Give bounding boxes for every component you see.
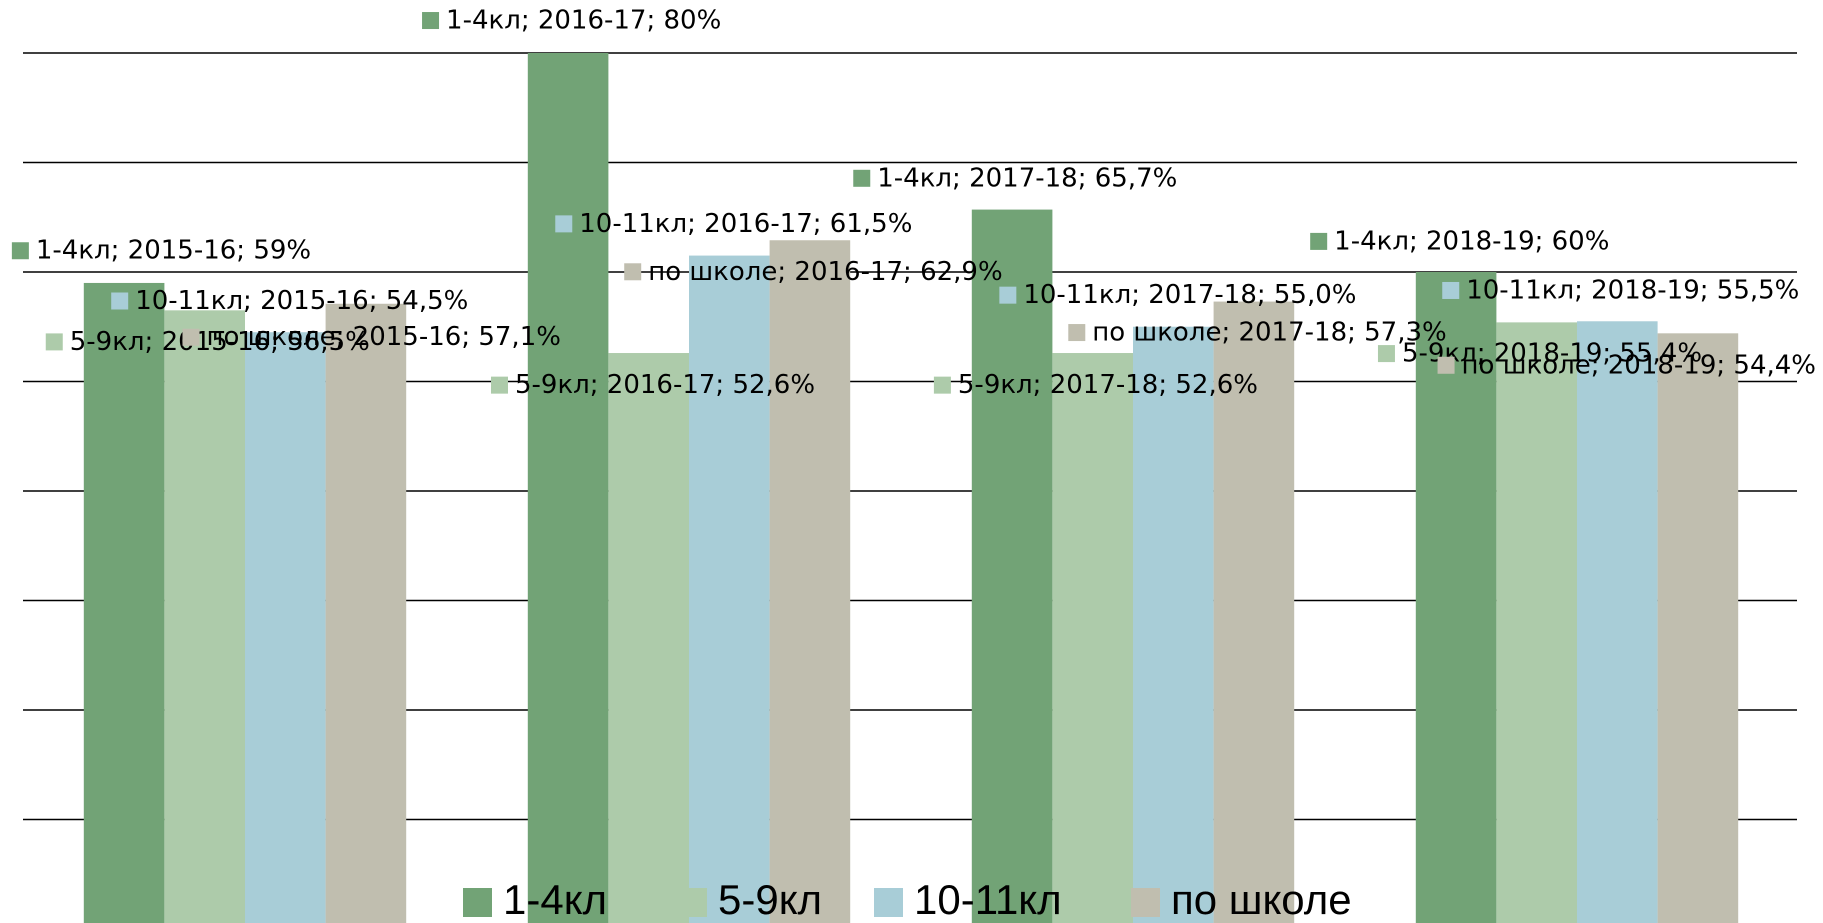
- label-marker: [853, 169, 871, 187]
- data-label: 10-11кл; 2015-16; 54,5%: [135, 286, 468, 316]
- data-label: 10-11кл; 2016-17; 61,5%: [579, 209, 912, 239]
- data-label: 10-11кл; 2018-19; 55,5%: [1466, 275, 1799, 305]
- label-marker: [555, 215, 573, 233]
- data-label: 1-4кл; 2015-16; 59%: [36, 236, 311, 266]
- data-label: по школе; 2017-18; 57,3%: [1092, 318, 1446, 348]
- bar: [1213, 301, 1295, 923]
- label-marker: [111, 292, 129, 310]
- bar: [1496, 322, 1577, 923]
- bar: [1657, 333, 1739, 923]
- data-label: 5-9кл; 2015-16; 56,5%: [70, 327, 370, 357]
- data-label: по школе; 2015-16; 57,1%: [206, 322, 560, 352]
- legend-label: по школе: [1171, 876, 1352, 923]
- label-marker: [11, 242, 29, 260]
- legend-marker: [678, 888, 707, 917]
- legend-marker: [463, 888, 492, 917]
- data-label: 1-4кл; 2016-17; 80%: [446, 6, 721, 36]
- label-marker: [45, 333, 63, 351]
- bar: [971, 209, 1053, 923]
- bar: [1577, 321, 1658, 923]
- label-marker: [1377, 345, 1395, 363]
- bar: [164, 310, 245, 923]
- bar: [245, 332, 326, 923]
- label-marker: [1437, 356, 1455, 374]
- bar: [83, 282, 165, 923]
- data-label: 10-11кл; 2017-18; 55,0%: [1023, 280, 1356, 310]
- bar: [689, 255, 770, 923]
- label-marker: [422, 12, 440, 30]
- bar: [325, 303, 407, 923]
- data-label: по школе; 2016-17; 62,9%: [648, 257, 1002, 287]
- data-label: по школе; 2018-19; 54,4%: [1462, 350, 1816, 380]
- label-marker: [624, 263, 642, 281]
- bar: [769, 240, 851, 923]
- bar: [527, 53, 609, 923]
- data-label: 5-9кл; 2016-17; 52,6%: [515, 370, 815, 400]
- data-label: 1-4кл; 2018-19; 60%: [1334, 226, 1609, 256]
- label-marker: [182, 328, 200, 346]
- data-label: 1-4кл; 2017-18; 65,7%: [877, 163, 1177, 193]
- legend-label: 5-9кл: [718, 876, 822, 923]
- legend-marker: [1131, 888, 1160, 917]
- label-marker: [933, 376, 951, 394]
- legend-marker: [874, 888, 903, 917]
- label-marker: [1068, 324, 1086, 342]
- bar: [608, 353, 689, 923]
- label-marker: [1442, 281, 1460, 299]
- bar: [1133, 326, 1214, 923]
- label-marker: [999, 286, 1017, 304]
- legend-label: 10-11кл: [914, 876, 1062, 923]
- data-label: 5-9кл; 2017-18; 52,6%: [958, 370, 1258, 400]
- label-marker: [1310, 232, 1328, 250]
- label-marker: [490, 376, 508, 394]
- bar: [1415, 272, 1497, 923]
- bar: [1052, 353, 1133, 923]
- legend-label: 1-4кл: [503, 876, 607, 923]
